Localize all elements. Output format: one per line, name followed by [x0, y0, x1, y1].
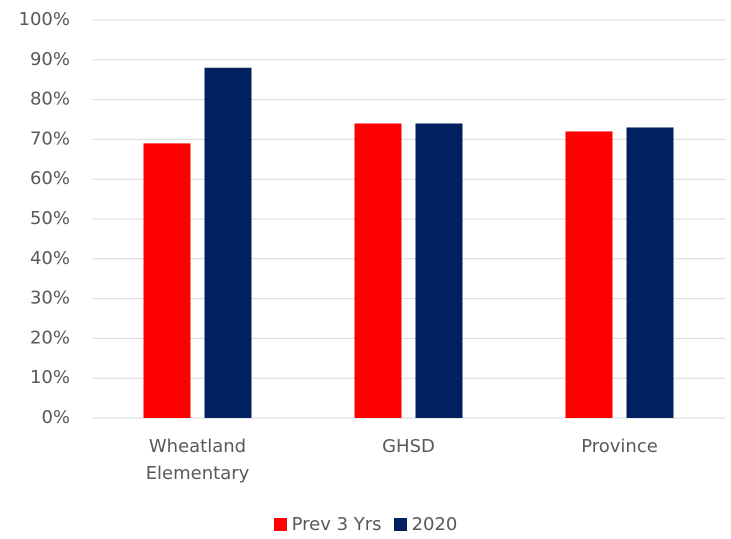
legend-item: 2020 [393, 514, 458, 535]
legend-swatch [393, 518, 407, 531]
legend-item: Prev 3 Yrs [273, 514, 382, 535]
y-tick-label: 90% [30, 49, 70, 70]
y-tick-label: 40% [30, 248, 70, 269]
legend: Prev 3 Yrs 2020 [0, 514, 731, 536]
y-tick-label: 100% [19, 9, 70, 30]
bar [565, 131, 613, 418]
y-tick-label: 50% [30, 208, 70, 229]
legend-swatch [273, 518, 287, 531]
bar [354, 123, 402, 418]
y-tick-label: 70% [30, 128, 70, 149]
y-tick-label: 30% [30, 288, 70, 309]
y-tick-label: 80% [30, 89, 70, 110]
y-tick-label: 0% [41, 407, 70, 428]
bar [626, 127, 674, 419]
legend-label: 2020 [411, 514, 458, 535]
y-tick-label: 60% [30, 168, 70, 189]
bar [143, 143, 191, 418]
x-tick-label: GHSD [382, 436, 435, 457]
x-tick-label: Wheatland Elementary [145, 436, 250, 484]
legend-label: Prev 3 Yrs [291, 514, 382, 535]
x-tick-label: Province [581, 436, 658, 457]
bar [415, 123, 463, 418]
bar [204, 67, 252, 418]
y-tick-label: 20% [30, 327, 70, 348]
y-tick-label: 10% [30, 367, 70, 388]
